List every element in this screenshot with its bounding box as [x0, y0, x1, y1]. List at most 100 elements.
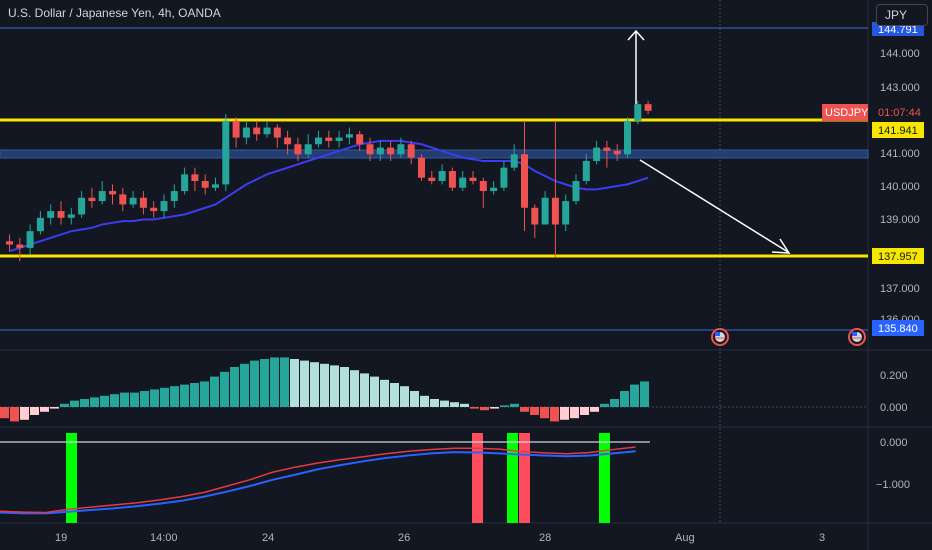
histogram-bar [490, 407, 499, 409]
candle-body [407, 144, 415, 158]
currency-button[interactable]: JPY [876, 4, 928, 26]
histogram-bar [40, 407, 49, 412]
time-tick: 14:00 [150, 532, 178, 544]
svg-text:144.791: 144.791 [878, 24, 918, 36]
candle-body [26, 231, 34, 248]
candle-body [490, 187, 498, 192]
histogram-bar [460, 403, 469, 407]
price-tick: 143.000 [880, 82, 920, 94]
candle-body [191, 174, 199, 182]
candle-body [181, 174, 189, 192]
candle-body [150, 207, 158, 212]
histogram-bar [290, 359, 299, 407]
time-tick: 19 [55, 532, 67, 544]
price-tick: 144.000 [880, 48, 920, 60]
histogram-bar [500, 405, 509, 407]
time-tick: 24 [262, 532, 274, 544]
us-event-flag-icon[interactable] [711, 328, 729, 346]
candle-body [242, 127, 250, 138]
candle-body [67, 214, 75, 218]
svg-text:137.957: 137.957 [878, 251, 918, 263]
histogram-bar [330, 365, 339, 407]
target-arrow-down[interactable] [639, 159, 791, 254]
candle-body [428, 177, 436, 182]
resistance-level-tag: 141.941 [872, 122, 924, 138]
signal-bar [507, 433, 518, 523]
price-tick: 141.000 [880, 148, 920, 160]
histogram-bar [470, 407, 479, 409]
candle-body [644, 104, 652, 111]
candle-body [284, 137, 292, 145]
candle-body [521, 154, 528, 208]
histogram-bar [520, 407, 529, 412]
candle-body [603, 147, 611, 151]
bottom-level-tag: 135.840 [872, 320, 924, 336]
candle-body [500, 167, 508, 188]
candle-body [438, 171, 446, 182]
candle-body [6, 241, 13, 245]
candle-body [98, 191, 106, 202]
candle-body [479, 181, 487, 192]
signal-bar [66, 433, 77, 523]
histogram-bar [320, 363, 329, 407]
candle-body [57, 211, 65, 218]
candle-body [129, 197, 137, 205]
resistance-zone[interactable] [0, 149, 869, 159]
histogram-bar [550, 407, 559, 422]
candle-body [387, 147, 395, 155]
candle-body [634, 104, 642, 121]
candle-body [510, 154, 518, 168]
signal-bar [519, 433, 530, 523]
histogram-bar [130, 392, 139, 407]
histogram-bar [420, 395, 429, 407]
symbol-price-tag[interactable]: USDJPY 01:07:44 [822, 104, 926, 121]
histogram-bar [170, 386, 179, 407]
histogram-bar [350, 370, 359, 407]
us-event-flag-icon[interactable] [848, 328, 866, 346]
price-tick: 140.000 [880, 181, 920, 193]
oscillator-blue-line [0, 450, 636, 515]
candle-body [366, 144, 374, 155]
time-tick: 26 [398, 532, 410, 544]
candle-body [232, 120, 240, 138]
histogram-bar [50, 407, 59, 409]
histogram-bar [0, 407, 9, 419]
candle-body [212, 184, 219, 188]
candle-body [36, 217, 44, 232]
svg-text:01:07:44: 01:07:44 [878, 107, 921, 119]
histogram-bar [230, 367, 239, 407]
histogram-bar [410, 391, 419, 407]
candle-body [459, 177, 467, 188]
histogram-bar [370, 376, 379, 407]
svg-text:USDJPY: USDJPY [825, 107, 869, 119]
histogram-bar [210, 376, 219, 407]
histogram-bar [360, 373, 369, 407]
histogram-bar [270, 357, 279, 407]
candle-body [315, 137, 322, 145]
histogram-bar [90, 397, 99, 407]
histogram-bar [260, 359, 269, 407]
candle-body [356, 134, 364, 145]
histogram-bar [300, 360, 309, 407]
histogram-bar [10, 407, 19, 422]
candle-body [531, 207, 539, 225]
price-tick: 139.000 [880, 214, 920, 226]
histogram-bar [110, 394, 119, 407]
histogram-bar [240, 363, 249, 407]
candle-body [469, 177, 477, 182]
histogram-bar [480, 407, 489, 411]
histogram-bar [250, 360, 259, 407]
candle-body [541, 197, 549, 225]
histogram-bar [220, 371, 229, 407]
candle-body [582, 160, 590, 182]
candle-body [170, 191, 178, 202]
candle-body [201, 181, 209, 188]
osc1-tick: 0.200 [880, 370, 908, 382]
candle-body [139, 197, 147, 208]
candle-body [119, 194, 127, 205]
histogram-bar [200, 381, 209, 407]
histogram-bar [400, 386, 409, 407]
target-arrow-up[interactable] [627, 29, 645, 104]
candle-body [335, 137, 343, 141]
